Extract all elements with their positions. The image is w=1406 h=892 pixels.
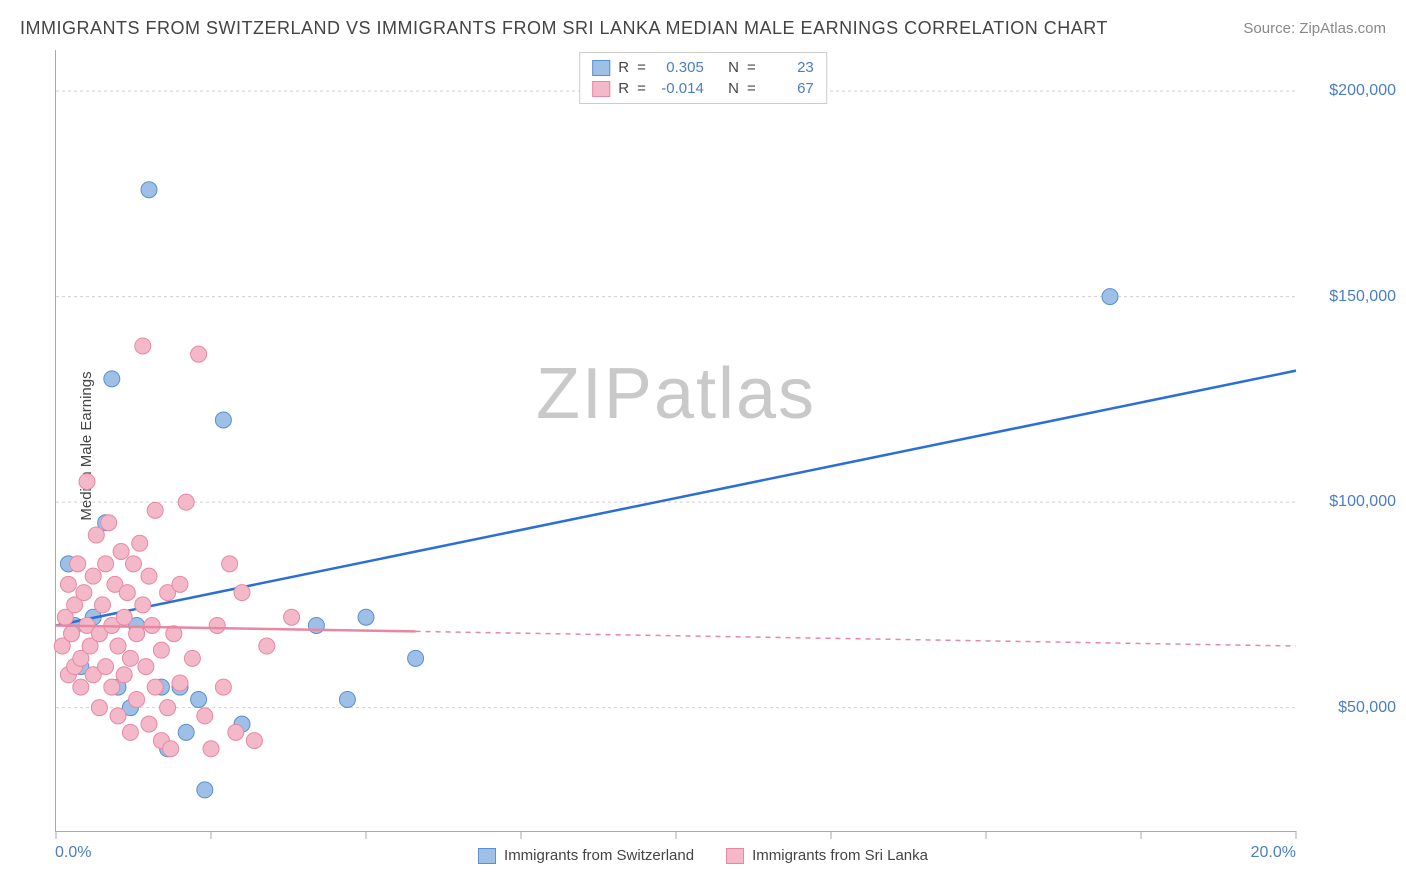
source-attribution: Source: ZipAtlas.com — [1243, 20, 1386, 37]
series-label-switzerland: Immigrants from Switzerland — [504, 847, 694, 864]
data-point — [172, 675, 188, 691]
data-point — [119, 585, 135, 601]
data-point — [203, 741, 219, 757]
data-point — [197, 782, 213, 798]
y-tick-label: $50,000 — [1338, 699, 1396, 717]
data-point — [135, 597, 151, 613]
data-point — [129, 691, 145, 707]
eq-sign: = — [747, 78, 756, 99]
data-point — [339, 691, 355, 707]
data-point — [209, 617, 225, 633]
data-point — [122, 650, 138, 666]
data-point — [138, 659, 154, 675]
data-point — [64, 626, 80, 642]
data-point — [116, 667, 132, 683]
chart-svg — [56, 50, 1296, 831]
data-point — [91, 700, 107, 716]
data-point — [141, 182, 157, 198]
source-label: Source: — [1243, 20, 1295, 37]
x-axis-max: 20.0% — [1251, 844, 1296, 862]
trend-line-extrapolated — [416, 631, 1296, 646]
swatch-srilanka — [726, 848, 744, 864]
data-point — [70, 556, 86, 572]
data-point — [104, 371, 120, 387]
series-label-srilanka: Immigrants from Sri Lanka — [752, 847, 928, 864]
data-point — [135, 338, 151, 354]
data-point — [126, 556, 142, 572]
data-point — [113, 543, 129, 559]
data-point — [178, 494, 194, 510]
data-point — [141, 716, 157, 732]
data-point — [1102, 289, 1118, 305]
data-point — [178, 724, 194, 740]
y-tick-label: $150,000 — [1329, 288, 1396, 306]
source-link[interactable]: ZipAtlas.com — [1299, 20, 1386, 37]
x-axis-min: 0.0% — [55, 844, 91, 862]
data-point — [122, 724, 138, 740]
data-point — [73, 679, 89, 695]
chart-header: IMMIGRANTS FROM SWITZERLAND VS IMMIGRANT… — [20, 18, 1386, 39]
data-point — [215, 412, 231, 428]
data-point — [95, 597, 111, 613]
eq-sign: = — [747, 57, 756, 78]
legend-row-switzerland: R = 0.305 N = 23 — [592, 57, 814, 78]
data-point — [160, 700, 176, 716]
data-point — [98, 659, 114, 675]
data-point — [60, 576, 76, 592]
data-point — [191, 346, 207, 362]
data-point — [147, 679, 163, 695]
chart-title: IMMIGRANTS FROM SWITZERLAND VS IMMIGRANT… — [20, 18, 1108, 39]
data-point — [215, 679, 231, 695]
data-point — [284, 609, 300, 625]
data-point — [246, 733, 262, 749]
data-point — [358, 609, 374, 625]
r-value-srilanka: -0.014 — [654, 78, 704, 99]
correlation-legend: R = 0.305 N = 23 R = -0.014 N = 67 — [579, 52, 827, 104]
legend-row-srilanka: R = -0.014 N = 67 — [592, 78, 814, 99]
eq-sign: = — [637, 78, 646, 99]
data-point — [76, 585, 92, 601]
swatch-switzerland — [478, 848, 496, 864]
data-point — [163, 741, 179, 757]
r-label: R — [618, 78, 629, 99]
data-point — [228, 724, 244, 740]
n-value-srilanka: 67 — [764, 78, 814, 99]
data-point — [132, 535, 148, 551]
r-label: R — [618, 57, 629, 78]
data-point — [110, 708, 126, 724]
data-point — [153, 642, 169, 658]
data-point — [104, 679, 120, 695]
data-point — [79, 474, 95, 490]
data-point — [101, 515, 117, 531]
n-value-switzerland: 23 — [764, 57, 814, 78]
data-point — [408, 650, 424, 666]
data-point — [234, 585, 250, 601]
data-point — [172, 576, 188, 592]
data-point — [184, 650, 200, 666]
series-legend: Immigrants from Switzerland Immigrants f… — [478, 847, 928, 864]
swatch-switzerland — [592, 60, 610, 76]
y-tick-label: $100,000 — [1329, 493, 1396, 511]
data-point — [147, 502, 163, 518]
data-point — [197, 708, 213, 724]
data-point — [110, 638, 126, 654]
data-point — [144, 617, 160, 633]
plot-area: ZIPatlas — [55, 50, 1296, 832]
data-point — [85, 568, 101, 584]
data-point — [98, 556, 114, 572]
legend-item-srilanka: Immigrants from Sri Lanka — [726, 847, 928, 864]
n-label: N — [728, 57, 739, 78]
data-point — [116, 609, 132, 625]
r-value-switzerland: 0.305 — [654, 57, 704, 78]
data-point — [141, 568, 157, 584]
legend-item-switzerland: Immigrants from Switzerland — [478, 847, 694, 864]
data-point — [191, 691, 207, 707]
y-tick-label: $200,000 — [1329, 82, 1396, 100]
data-point — [259, 638, 275, 654]
n-label: N — [728, 78, 739, 99]
swatch-srilanka — [592, 81, 610, 97]
data-point — [88, 527, 104, 543]
data-point — [222, 556, 238, 572]
eq-sign: = — [637, 57, 646, 78]
